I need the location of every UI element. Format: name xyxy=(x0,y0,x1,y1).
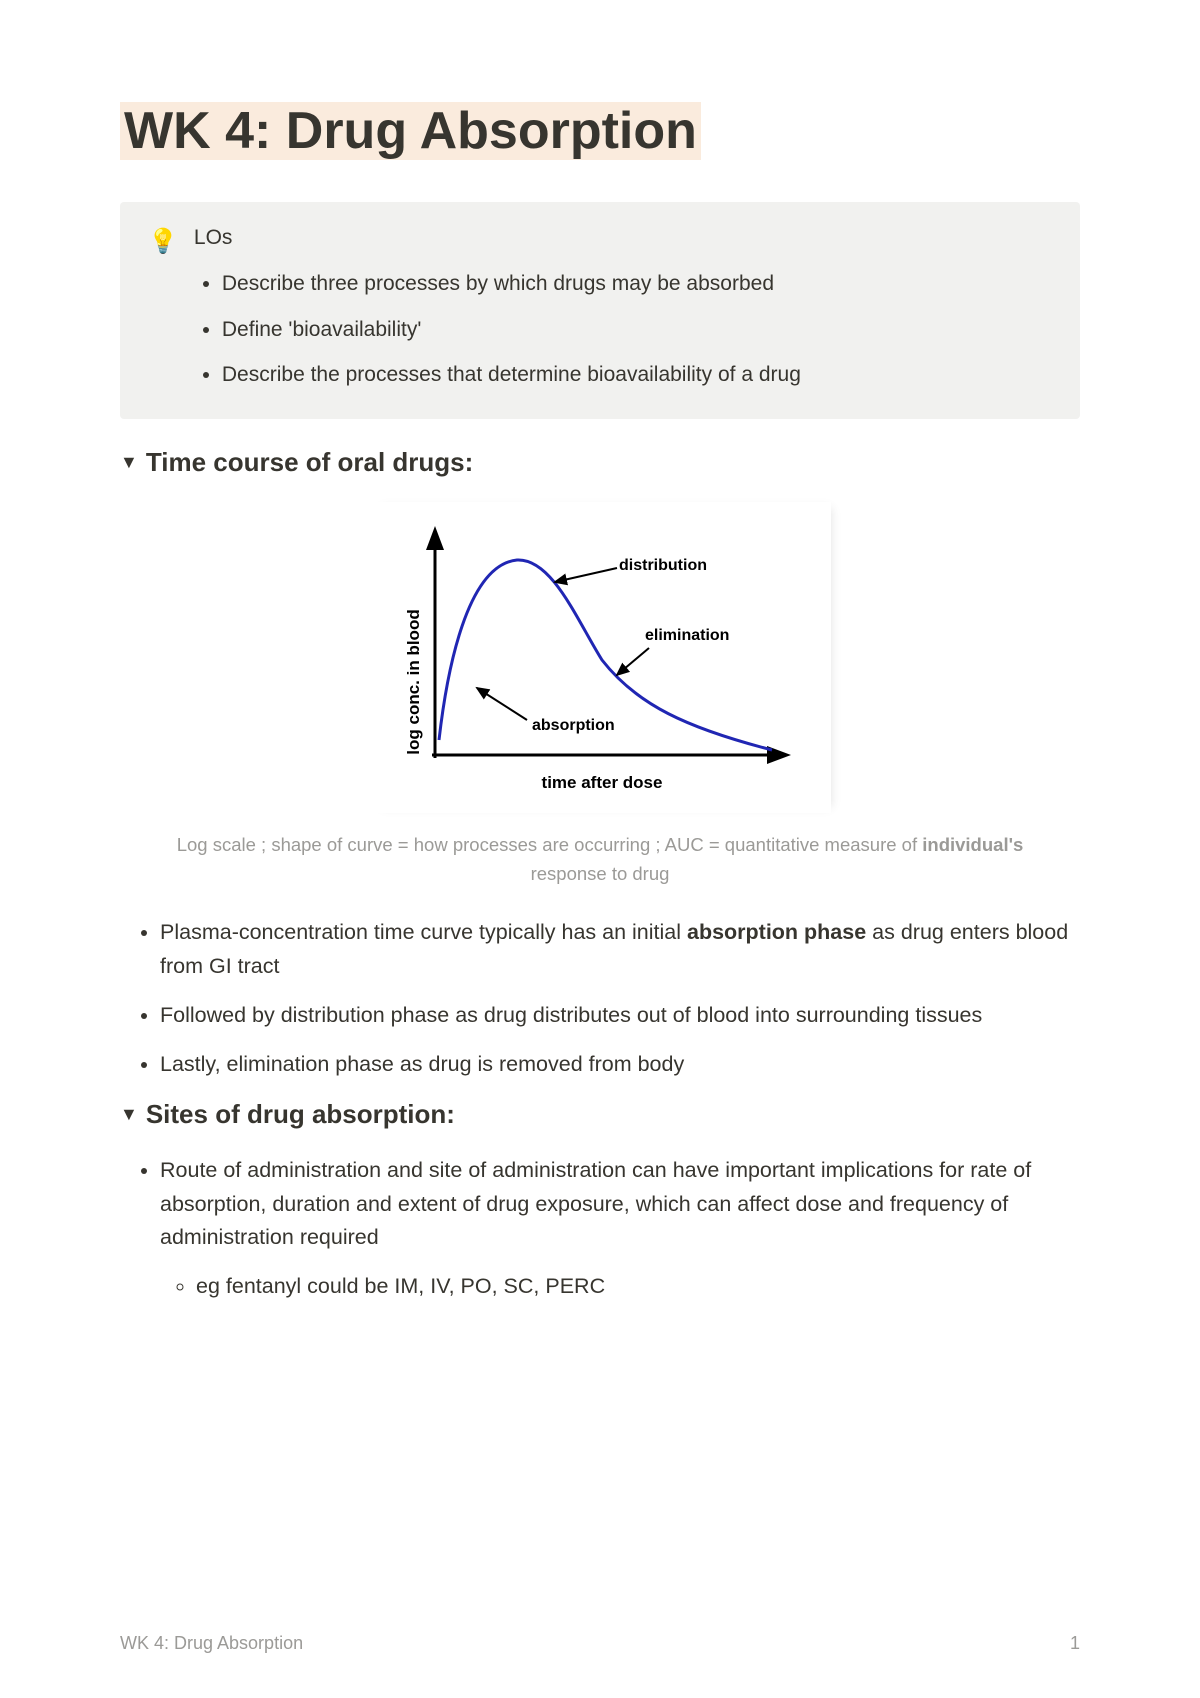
triangle-down-icon: ▼ xyxy=(120,452,138,473)
heading-text: Sites of drug absorption: xyxy=(146,1099,455,1130)
annotation-label: elimination xyxy=(645,627,729,644)
bullet-text: Route of administration and site of admi… xyxy=(160,1158,1031,1249)
title-text: WK 4: Drug Absorption xyxy=(120,102,701,160)
time-course-chart: log conc. in blood time after dose distr… xyxy=(377,510,807,800)
annotation-arrow xyxy=(477,688,527,720)
section1-bullets: Plasma-concentration time curve typicall… xyxy=(120,916,1080,1081)
annotation-label: distribution xyxy=(619,557,707,574)
list-item: eg fentanyl could be IM, IV, PO, SC, PER… xyxy=(196,1270,1080,1303)
caption-text: response to drug xyxy=(531,863,670,884)
lightbulb-icon: 💡 xyxy=(148,226,178,391)
callout-heading: LOs xyxy=(194,226,1052,250)
page-title: WK 4: Drug Absorption xyxy=(120,100,1080,162)
callout-block: 💡 LOs Describe three processes by which … xyxy=(120,202,1080,419)
list-item: Followed by distribution phase as drug d… xyxy=(160,999,1080,1032)
section2-bullets: Route of administration and site of admi… xyxy=(120,1154,1080,1303)
toggle-heading-sites[interactable]: ▼ Sites of drug absorption: xyxy=(120,1099,1080,1130)
x-axis-label: time after dose xyxy=(542,773,663,792)
chart-caption: Log scale ; shape of curve = how process… xyxy=(160,831,1040,888)
caption-bold: individual's xyxy=(922,834,1023,855)
annotation-arrow xyxy=(555,568,617,582)
list-item: Lastly, elimination phase as drug is rem… xyxy=(160,1048,1080,1081)
bullet-text: Plasma-concentration time curve typicall… xyxy=(160,920,687,944)
footer-title: WK 4: Drug Absorption xyxy=(120,1633,303,1654)
heading-text: Time course of oral drugs: xyxy=(146,447,473,478)
page-footer: WK 4: Drug Absorption 1 xyxy=(120,1633,1080,1654)
list-item: Route of administration and site of admi… xyxy=(160,1154,1080,1303)
callout-list: Describe three processes by which drugs … xyxy=(194,268,1052,391)
y-axis-label: log conc. in blood xyxy=(404,609,423,754)
chart-box: log conc. in blood time after dose distr… xyxy=(369,502,831,813)
list-item: Describe three processes by which drugs … xyxy=(222,268,1052,300)
annotation-label: absorption xyxy=(532,717,615,734)
callout-body: LOs Describe three processes by which dr… xyxy=(194,226,1052,391)
footer-page-number: 1 xyxy=(1070,1633,1080,1654)
triangle-down-icon: ▼ xyxy=(120,1104,138,1125)
bullet-bold: absorption phase xyxy=(687,920,866,944)
list-item: Describe the processes that determine bi… xyxy=(222,359,1052,391)
list-item: Define 'bioavailability' xyxy=(222,314,1052,346)
caption-text: Log scale ; shape of curve = how process… xyxy=(177,834,923,855)
annotation-arrow xyxy=(617,648,649,675)
list-item: Plasma-concentration time curve typicall… xyxy=(160,916,1080,983)
toggle-heading-time-course[interactable]: ▼ Time course of oral drugs: xyxy=(120,447,1080,478)
sub-list: eg fentanyl could be IM, IV, PO, SC, PER… xyxy=(160,1270,1080,1303)
chart-container: log conc. in blood time after dose distr… xyxy=(120,502,1080,813)
